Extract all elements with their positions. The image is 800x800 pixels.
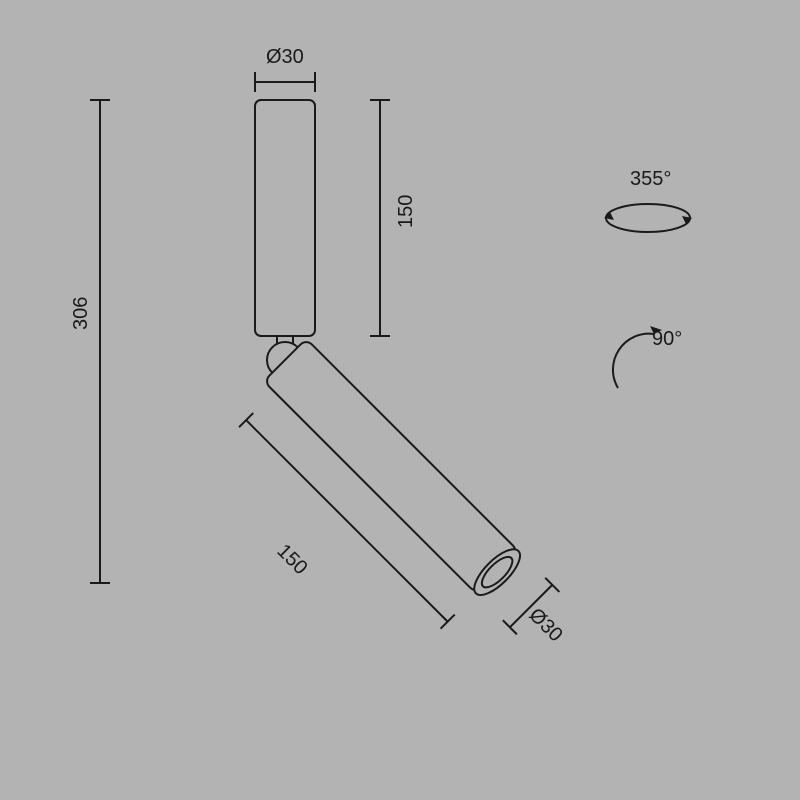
label-upper-length: 150 — [395, 195, 418, 228]
dim-upper-length — [370, 100, 390, 336]
upper-cylinder — [255, 100, 315, 336]
dim-total-height — [90, 100, 110, 583]
label-rotation-355: 355° — [630, 168, 671, 191]
dim-upper-diameter — [255, 72, 315, 92]
rotation-355-icon — [604, 204, 692, 232]
label-upper-diameter: Ø30 — [266, 46, 304, 69]
label-rotation-90: 90° — [652, 328, 682, 351]
label-total-height: 306 — [70, 297, 93, 330]
